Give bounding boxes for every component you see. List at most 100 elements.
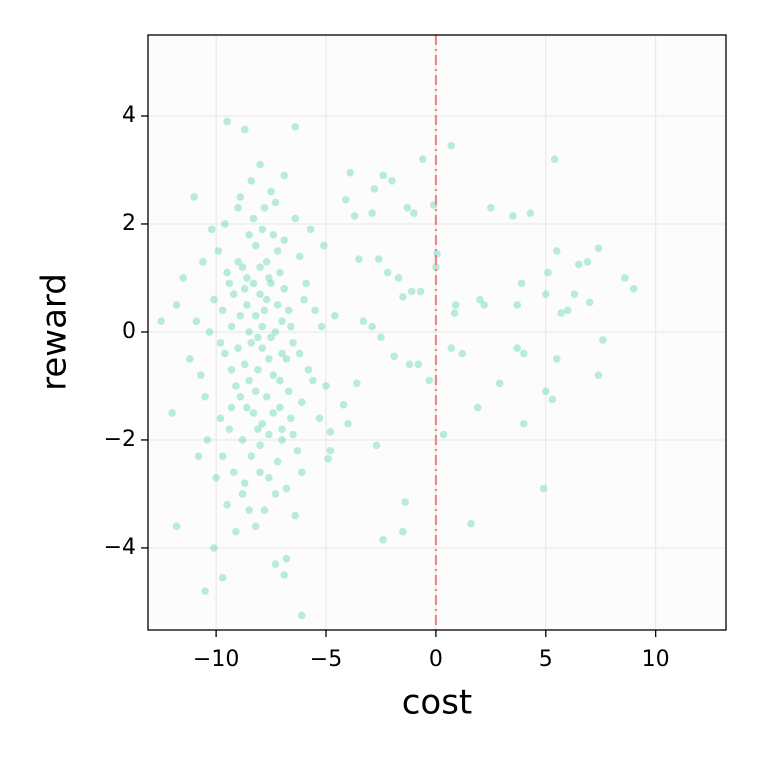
x-tick-label: −5 [310,647,342,672]
point [240,360,249,369]
point [309,376,317,385]
point [273,247,282,255]
point [458,349,467,358]
point [306,225,315,234]
y-axis-label: reward [35,273,75,391]
point [267,187,275,196]
point [157,317,165,325]
point [377,333,385,342]
point [247,338,256,347]
point [388,176,396,185]
point [326,446,335,455]
point [240,125,249,134]
point [280,571,289,579]
point [557,309,565,317]
point [251,311,260,320]
point [269,371,278,379]
point [403,203,412,212]
point [450,309,459,317]
axes: −10 −5 0 5 10 −4 −2 0 2 4 [104,103,670,672]
point [243,301,251,309]
point [574,260,583,269]
point [280,284,289,293]
point [476,295,484,304]
point [368,322,376,331]
point [520,419,528,428]
y-tick-label: 4 [122,103,136,128]
point [278,425,286,433]
point [265,274,273,282]
point [269,409,278,417]
point [326,428,335,436]
point [254,333,262,342]
point [201,392,209,401]
y-tick-label: −4 [104,535,136,560]
point [284,306,293,315]
point [216,338,225,347]
y-tick-label: 2 [122,211,136,236]
point [273,457,282,466]
point [526,209,535,217]
x-tick-label: −10 [193,647,239,672]
x-tick-label: 10 [642,647,670,672]
point [289,430,297,439]
point [374,255,383,263]
point [240,479,249,487]
point [256,441,264,450]
point [238,263,247,271]
point [315,414,324,423]
point [238,436,247,444]
point [262,295,271,304]
point [236,392,245,401]
point [539,484,548,493]
point [234,344,242,352]
point [265,355,273,363]
point [278,317,286,325]
point [243,274,251,282]
point [221,220,229,228]
point [599,336,607,344]
point [254,365,262,374]
x-tick-label: 0 [429,647,443,672]
point [401,498,409,506]
point [495,379,504,388]
point [218,573,227,582]
point [425,376,434,385]
point [439,430,448,439]
point [227,403,236,412]
point [265,473,273,482]
point [394,274,403,282]
point [304,365,313,374]
point [276,268,284,277]
point [205,328,214,336]
point [260,506,269,514]
point [232,527,240,536]
point [544,268,552,277]
point [218,306,227,315]
point [513,344,522,352]
point [350,212,359,220]
point [418,155,427,163]
point [282,554,291,563]
point [210,295,218,304]
point [236,311,245,320]
point [271,198,280,207]
point [416,287,425,296]
point [629,284,638,293]
point [214,247,223,255]
point [548,395,557,404]
point [225,279,234,288]
point [190,193,198,201]
point [293,446,302,455]
point [594,371,603,379]
point [240,284,249,293]
point [232,382,240,390]
point [291,214,300,223]
point [258,344,267,352]
point [212,473,220,482]
point [185,355,194,363]
point [234,257,242,266]
point [311,306,319,315]
point [410,209,418,217]
